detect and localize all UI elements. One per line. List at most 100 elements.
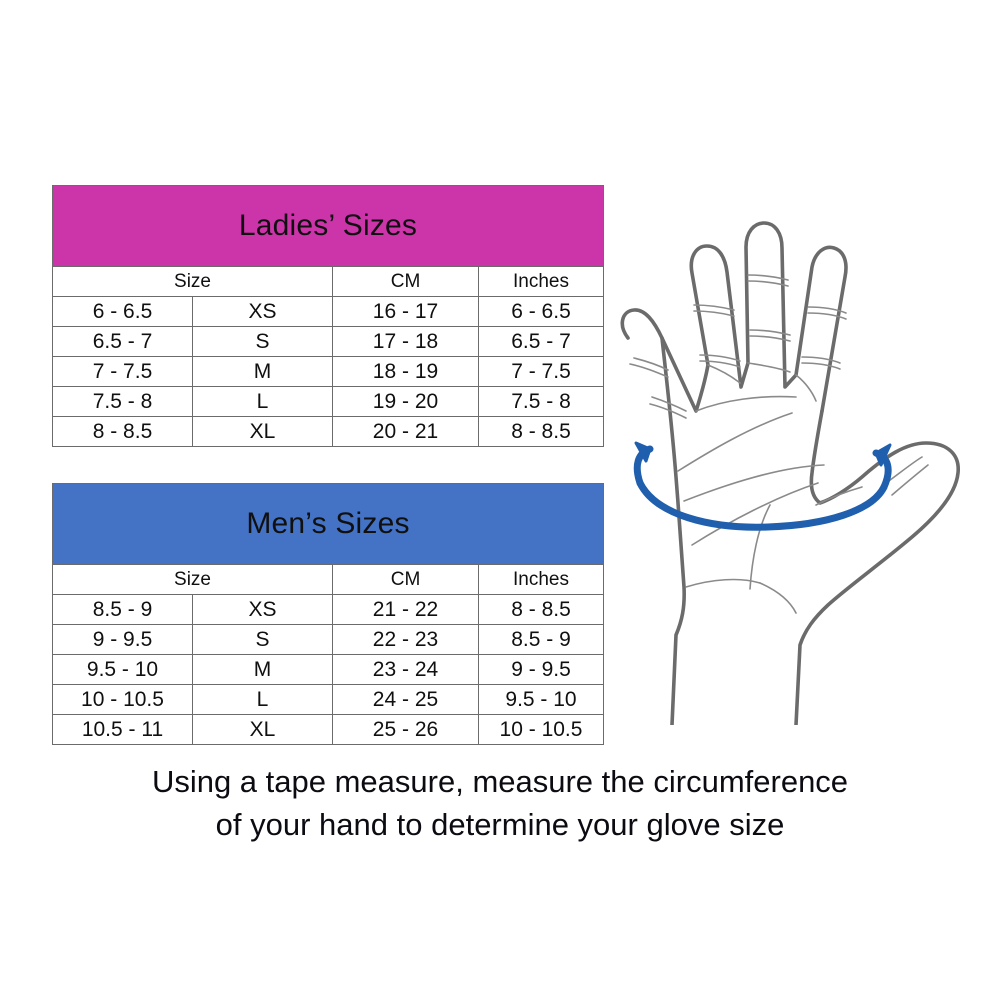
- cell-cm: 22 - 23: [332, 624, 479, 655]
- pinky-crease-1: [633, 357, 669, 371]
- cell-size-letter: L: [192, 684, 333, 715]
- column-header-cm: CM: [332, 266, 479, 297]
- mens-sizes-table: Men’s Sizes Size CM Inches 8.5 - 9 XS 21…: [51, 483, 605, 745]
- knuckle-arc-line: [695, 395, 797, 412]
- table-row: 7 - 7.5 M 18 - 19 7 - 7.5: [52, 356, 604, 387]
- table-row: 9.5 - 10 M 23 - 24 9 - 9.5: [52, 654, 605, 685]
- cell-inches: 8 - 8.5: [478, 416, 604, 447]
- cell-size-range: 9 - 9.5: [52, 624, 193, 655]
- tape-band-curve: [636, 479, 888, 531]
- table-row: 10 - 10.5 L 24 - 25 9.5 - 10: [52, 684, 605, 715]
- caption-line-1: Using a tape measure, measure the circum…: [151, 764, 849, 799]
- cell-size-range: 10.5 - 11: [52, 714, 193, 745]
- table-header-row: Size CM Inches: [52, 564, 605, 595]
- column-header-cm: CM: [332, 564, 479, 595]
- column-header-inches: Inches: [477, 564, 605, 595]
- palm-crease-lines-group: [629, 274, 929, 614]
- wrist-line-right: [759, 582, 797, 614]
- cell-cm: 23 - 24: [332, 654, 479, 685]
- index-crease-2b: [801, 362, 841, 370]
- cell-inches: 7.5 - 8: [478, 386, 604, 417]
- column-header-size: Size: [52, 266, 333, 297]
- finger-gap-line-3: [795, 374, 817, 402]
- ladies-table-title: Ladies’ Sizes: [52, 185, 604, 267]
- cell-size-range: 9.5 - 10: [52, 654, 193, 685]
- thumb-base-line: [815, 486, 863, 506]
- middle-crease-2: [749, 329, 791, 336]
- pinky-crease-2b: [649, 403, 687, 419]
- index-crease-2: [801, 356, 841, 364]
- column-header-inches: Inches: [478, 266, 604, 297]
- cell-size-letter: S: [192, 624, 333, 655]
- cell-inches: 6.5 - 7: [478, 326, 604, 357]
- cell-cm: 21 - 22: [332, 594, 479, 625]
- tape-arrow-right-head-icon: [874, 443, 892, 467]
- table-row: 8 - 8.5 XL 20 - 21 8 - 8.5: [52, 416, 604, 447]
- finger-gap-line-1: [747, 362, 791, 373]
- cell-cm: 25 - 26: [332, 714, 479, 745]
- instruction-caption: Using a tape measure, measure the circum…: [0, 760, 1000, 846]
- cell-inches: 7 - 7.5: [478, 356, 604, 387]
- mens-table-title: Men’s Sizes: [51, 483, 605, 565]
- table-header-row: Size CM Inches: [52, 266, 604, 297]
- cell-inches: 10 - 10.5: [477, 714, 605, 745]
- cell-size-letter: XS: [192, 594, 333, 625]
- pinky-crease-1b: [629, 363, 669, 378]
- cell-size-range: 7.5 - 8: [52, 386, 193, 417]
- cell-size-range: 8 - 8.5: [52, 416, 193, 447]
- cell-inches: 6 - 6.5: [478, 296, 604, 327]
- cell-cm: 16 - 17: [332, 296, 479, 327]
- palm-crease-vertical: [749, 504, 771, 590]
- cell-size-range: 6 - 6.5: [52, 296, 193, 327]
- finger-gap-line-2: [707, 364, 741, 384]
- thumb-and-right-palm-outline: [794, 409, 960, 727]
- cell-inches: 8 - 8.5: [477, 594, 605, 625]
- palm-crease-mid: [683, 464, 825, 502]
- cell-inches: 9.5 - 10: [477, 684, 605, 715]
- measuring-tape-band: [633, 441, 892, 531]
- index-crease-1: [807, 306, 847, 314]
- cell-size-letter: M: [192, 356, 333, 387]
- cell-cm: 19 - 20: [332, 386, 479, 417]
- middle-crease-2b: [749, 335, 791, 342]
- wrist-line-left: [685, 578, 761, 588]
- cell-size-letter: XL: [192, 714, 333, 745]
- cell-size-letter: XL: [192, 416, 333, 447]
- cell-size-range: 7 - 7.5: [52, 356, 193, 387]
- hand-measurement-diagram: [600, 215, 980, 727]
- cell-cm: 24 - 25: [332, 684, 479, 715]
- cell-cm: 20 - 21: [332, 416, 479, 447]
- cell-inches: 9 - 9.5: [477, 654, 605, 685]
- ring-crease-1: [693, 304, 735, 311]
- table-row: 6.5 - 7 S 17 - 18 6.5 - 7: [52, 326, 604, 357]
- palm-crease-upper: [677, 412, 793, 472]
- cell-size-letter: XS: [192, 296, 333, 327]
- ring-crease-2b: [699, 360, 741, 368]
- cell-size-range: 8.5 - 9: [52, 594, 193, 625]
- fingers-upper-outline: [620, 221, 848, 413]
- cell-size-letter: M: [192, 654, 333, 685]
- table-row: 9 - 9.5 S 22 - 23 8.5 - 9: [52, 624, 605, 655]
- table-title-row: Ladies’ Sizes: [52, 185, 604, 267]
- cell-cm: 18 - 19: [332, 356, 479, 387]
- palm-crease-lower: [691, 482, 819, 546]
- table-row: 8.5 - 9 XS 21 - 22 8 - 8.5: [52, 594, 605, 625]
- ring-crease-1b: [693, 310, 735, 317]
- cell-size-range: 6.5 - 7: [52, 326, 193, 357]
- table-row: 10.5 - 11 XL 25 - 26 10 - 10.5: [52, 714, 605, 745]
- hand-illustration-svg: [620, 221, 960, 727]
- cell-cm: 17 - 18: [332, 326, 479, 357]
- tape-arrow-left-head-icon: [634, 441, 652, 463]
- index-crease-1b: [807, 312, 847, 320]
- hand-outline-group: [620, 221, 960, 727]
- thumb-crease-2: [891, 464, 929, 496]
- table-row: 7.5 - 8 L 19 - 20 7.5 - 8: [52, 386, 604, 417]
- column-header-size: Size: [52, 564, 333, 595]
- middle-crease-1b: [747, 280, 789, 287]
- ring-crease-2: [699, 354, 741, 362]
- cell-size-letter: S: [192, 326, 333, 357]
- cell-inches: 8.5 - 9: [477, 624, 605, 655]
- table-title-row: Men’s Sizes: [51, 483, 605, 565]
- left-palm-wrist-outline: [660, 336, 686, 727]
- cell-size-letter: L: [192, 386, 333, 417]
